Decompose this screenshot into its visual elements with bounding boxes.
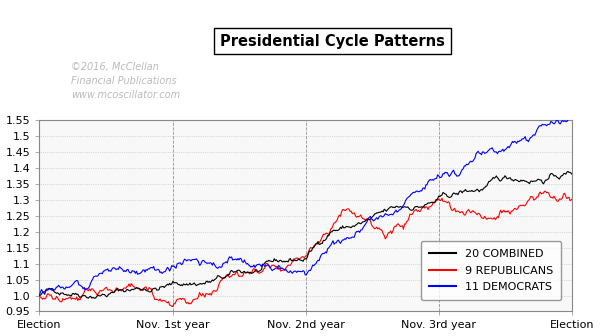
Text: Presidential Cycle Patterns: Presidential Cycle Patterns — [220, 34, 445, 49]
Text: ©2016, McClellan
Financial Publications
www.mcoscillator.com: ©2016, McClellan Financial Publications … — [71, 62, 181, 100]
Legend: 20 COMBINED, 9 REPUBLICANS, 11 DEMOCRATS: 20 COMBINED, 9 REPUBLICANS, 11 DEMOCRATS — [421, 241, 562, 300]
